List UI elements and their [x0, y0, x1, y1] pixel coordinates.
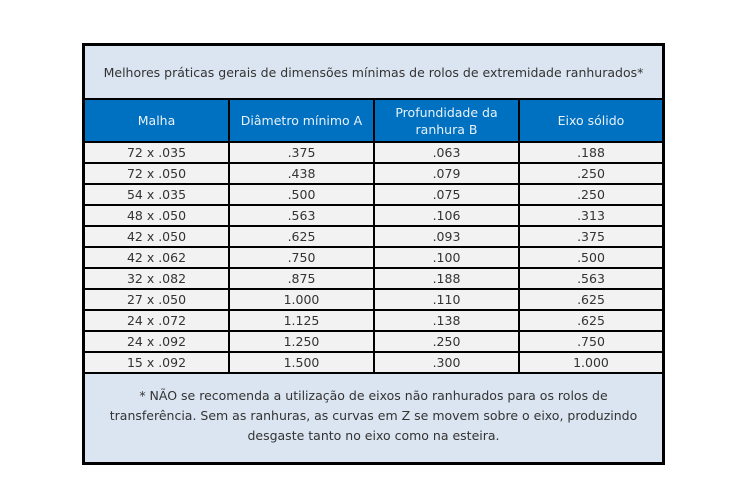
cell-diametro: .750 [228, 246, 375, 269]
table-row: 72 x .050.438.079.250 [85, 162, 662, 185]
cell-malha: 24 x .072 [85, 309, 230, 332]
cell-eixo: .250 [518, 183, 662, 206]
cell-profundidade: .100 [373, 246, 520, 269]
cell-diametro: .438 [228, 162, 375, 185]
cell-eixo: .500 [518, 246, 662, 269]
cell-malha: 24 x .092 [85, 330, 230, 353]
cell-eixo: .625 [518, 288, 662, 311]
cell-eixo: .375 [518, 225, 662, 248]
cell-eixo: .188 [518, 141, 662, 164]
cell-profundidade: .250 [373, 330, 520, 353]
table-row: 42 x .062.750.100.500 [85, 246, 662, 269]
table-row: 54 x .035.500.075.250 [85, 183, 662, 206]
cell-profundidade: .300 [373, 351, 520, 374]
cell-profundidade: .063 [373, 141, 520, 164]
cell-eixo: 1.000 [518, 351, 662, 374]
table-row: 24 x .092 1.250.250.750 [85, 330, 662, 353]
cell-malha: 32 x .082 [85, 267, 230, 290]
cell-malha: 42 x .050 [85, 225, 230, 248]
cell-malha: 54 x .035 [85, 183, 230, 206]
cell-malha: 48 x .050 [85, 204, 230, 227]
cell-profundidade: .106 [373, 204, 520, 227]
cell-diametro: .563 [228, 204, 375, 227]
cell-eixo: .750 [518, 330, 662, 353]
dimensions-table: Malha Diâmetro mínimo A Profundidade da … [85, 98, 662, 374]
cell-diametro: .375 [228, 141, 375, 164]
cell-profundidade: .188 [373, 267, 520, 290]
cell-eixo: .250 [518, 162, 662, 185]
cell-profundidade: .075 [373, 183, 520, 206]
cell-profundidade: .138 [373, 309, 520, 332]
table-row: 27 x .050 1.000.110.625 [85, 288, 662, 311]
column-header-eixo: Eixo sólido [518, 98, 662, 143]
cell-diametro: .500 [228, 183, 375, 206]
cell-profundidade: .110 [373, 288, 520, 311]
cell-diametro: 1.500 [228, 351, 375, 374]
column-header-diametro: Diâmetro mínimo A [228, 98, 375, 143]
cell-malha: 27 x .050 [85, 288, 230, 311]
cell-diametro: 1.125 [228, 309, 375, 332]
table-row: 48 x .050.563.106.313 [85, 204, 662, 227]
cell-malha: 42 x .062 [85, 246, 230, 269]
dimensions-table-panel: Melhores práticas gerais de dimensões mí… [82, 43, 665, 465]
cell-profundidade: .079 [373, 162, 520, 185]
cell-diametro: 1.000 [228, 288, 375, 311]
table-row: 72 x .035.375.063.188 [85, 141, 662, 164]
column-header-profundidade: Profundidade da ranhura B [373, 98, 520, 143]
cell-malha: 15 x .092 [85, 351, 230, 374]
column-header-malha: Malha [85, 98, 230, 143]
table-row: 15 x .092 1.500.300 1.000 [85, 351, 662, 374]
cell-malha: 72 x .035 [85, 141, 230, 164]
cell-malha: 72 x .050 [85, 162, 230, 185]
footnote: * NÃO se recomenda a utilização de eixos… [109, 388, 638, 443]
cell-eixo: .313 [518, 204, 662, 227]
table-title: Melhores práticas gerais de dimensões mí… [85, 46, 662, 98]
header-row: Malha Diâmetro mínimo A Profundidade da … [85, 98, 662, 143]
table-row: 24 x .072 1.125.138.625 [85, 309, 662, 332]
cell-diametro: .625 [228, 225, 375, 248]
cell-eixo: .625 [518, 309, 662, 332]
cell-diametro: 1.250 [228, 330, 375, 353]
cell-diametro: .875 [228, 267, 375, 290]
table-row: 42 x .050.625.093.375 [85, 225, 662, 248]
table-row: 32 x .082.875.188.563 [85, 267, 662, 290]
cell-eixo: .563 [518, 267, 662, 290]
cell-profundidade: .093 [373, 225, 520, 248]
